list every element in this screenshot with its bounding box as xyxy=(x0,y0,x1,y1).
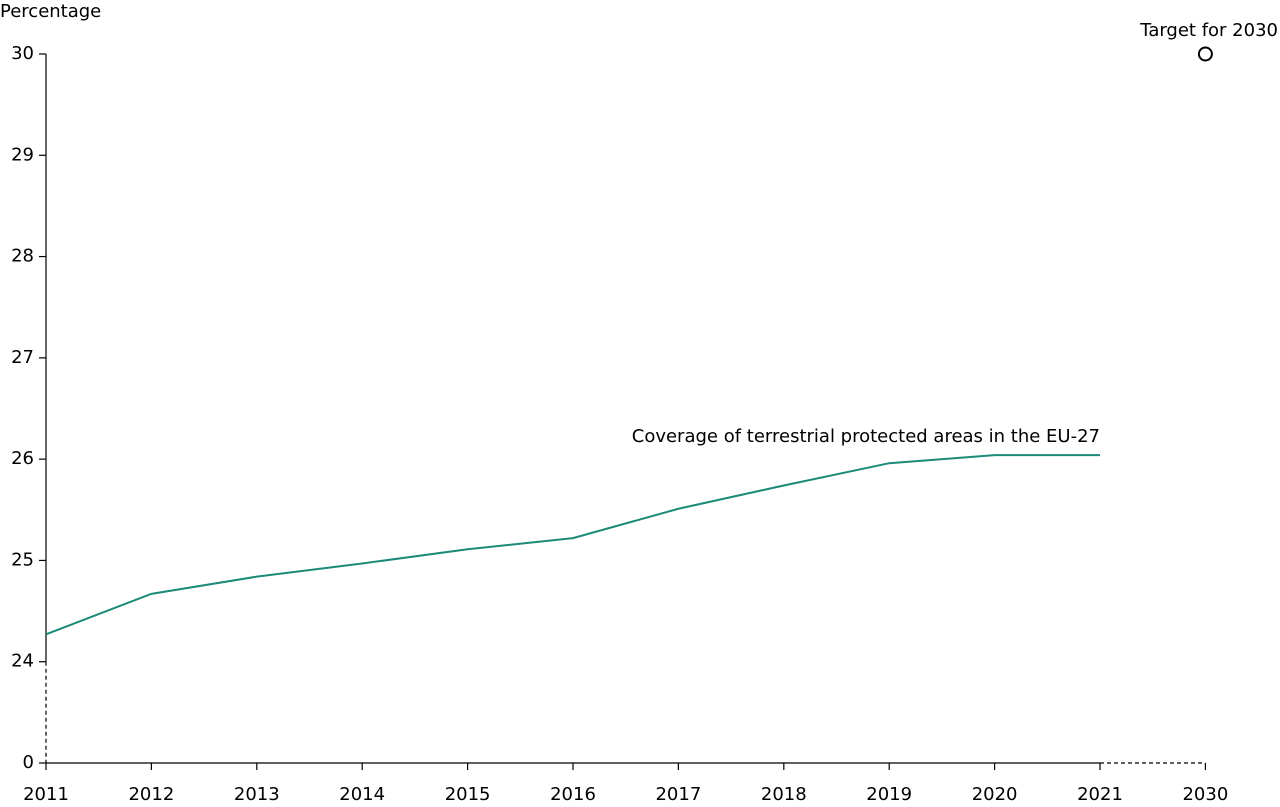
x-tick-label: 2018 xyxy=(761,784,807,805)
y-tick-label: 26 xyxy=(11,448,34,469)
y-axis-title: Percentage xyxy=(0,1,101,22)
x-tick-label: 2012 xyxy=(128,784,174,805)
y-tick-label: 27 xyxy=(11,347,34,368)
x-tick-label: 2020 xyxy=(972,784,1018,805)
x-tick-label: 2015 xyxy=(445,784,491,805)
x-tick-label: 2021 xyxy=(1077,784,1123,805)
x-tick-label: 2016 xyxy=(550,784,596,805)
y-tick-label: 29 xyxy=(11,144,34,165)
line xyxy=(45,454,1100,636)
target-point xyxy=(1197,46,1213,62)
y-tick-label: 25 xyxy=(11,549,34,570)
y-tick-label: 24 xyxy=(11,651,34,672)
y-tick-label: 0 xyxy=(23,752,34,773)
x-tick-label: 2030 xyxy=(1182,784,1228,805)
series-label: Coverage of terrestrial protected areas … xyxy=(632,426,1100,447)
x-tick-label: 2017 xyxy=(655,784,701,805)
x-tick-label: 2011 xyxy=(23,784,69,805)
x-tick-label: 2014 xyxy=(339,784,385,805)
series-label: Target for 2030 xyxy=(1139,20,1278,41)
y-tick-label: 28 xyxy=(11,246,34,267)
y-tick-label: 30 xyxy=(11,43,34,64)
x-tick-label: 2019 xyxy=(866,784,912,805)
x-tick-label: 2013 xyxy=(234,784,280,805)
